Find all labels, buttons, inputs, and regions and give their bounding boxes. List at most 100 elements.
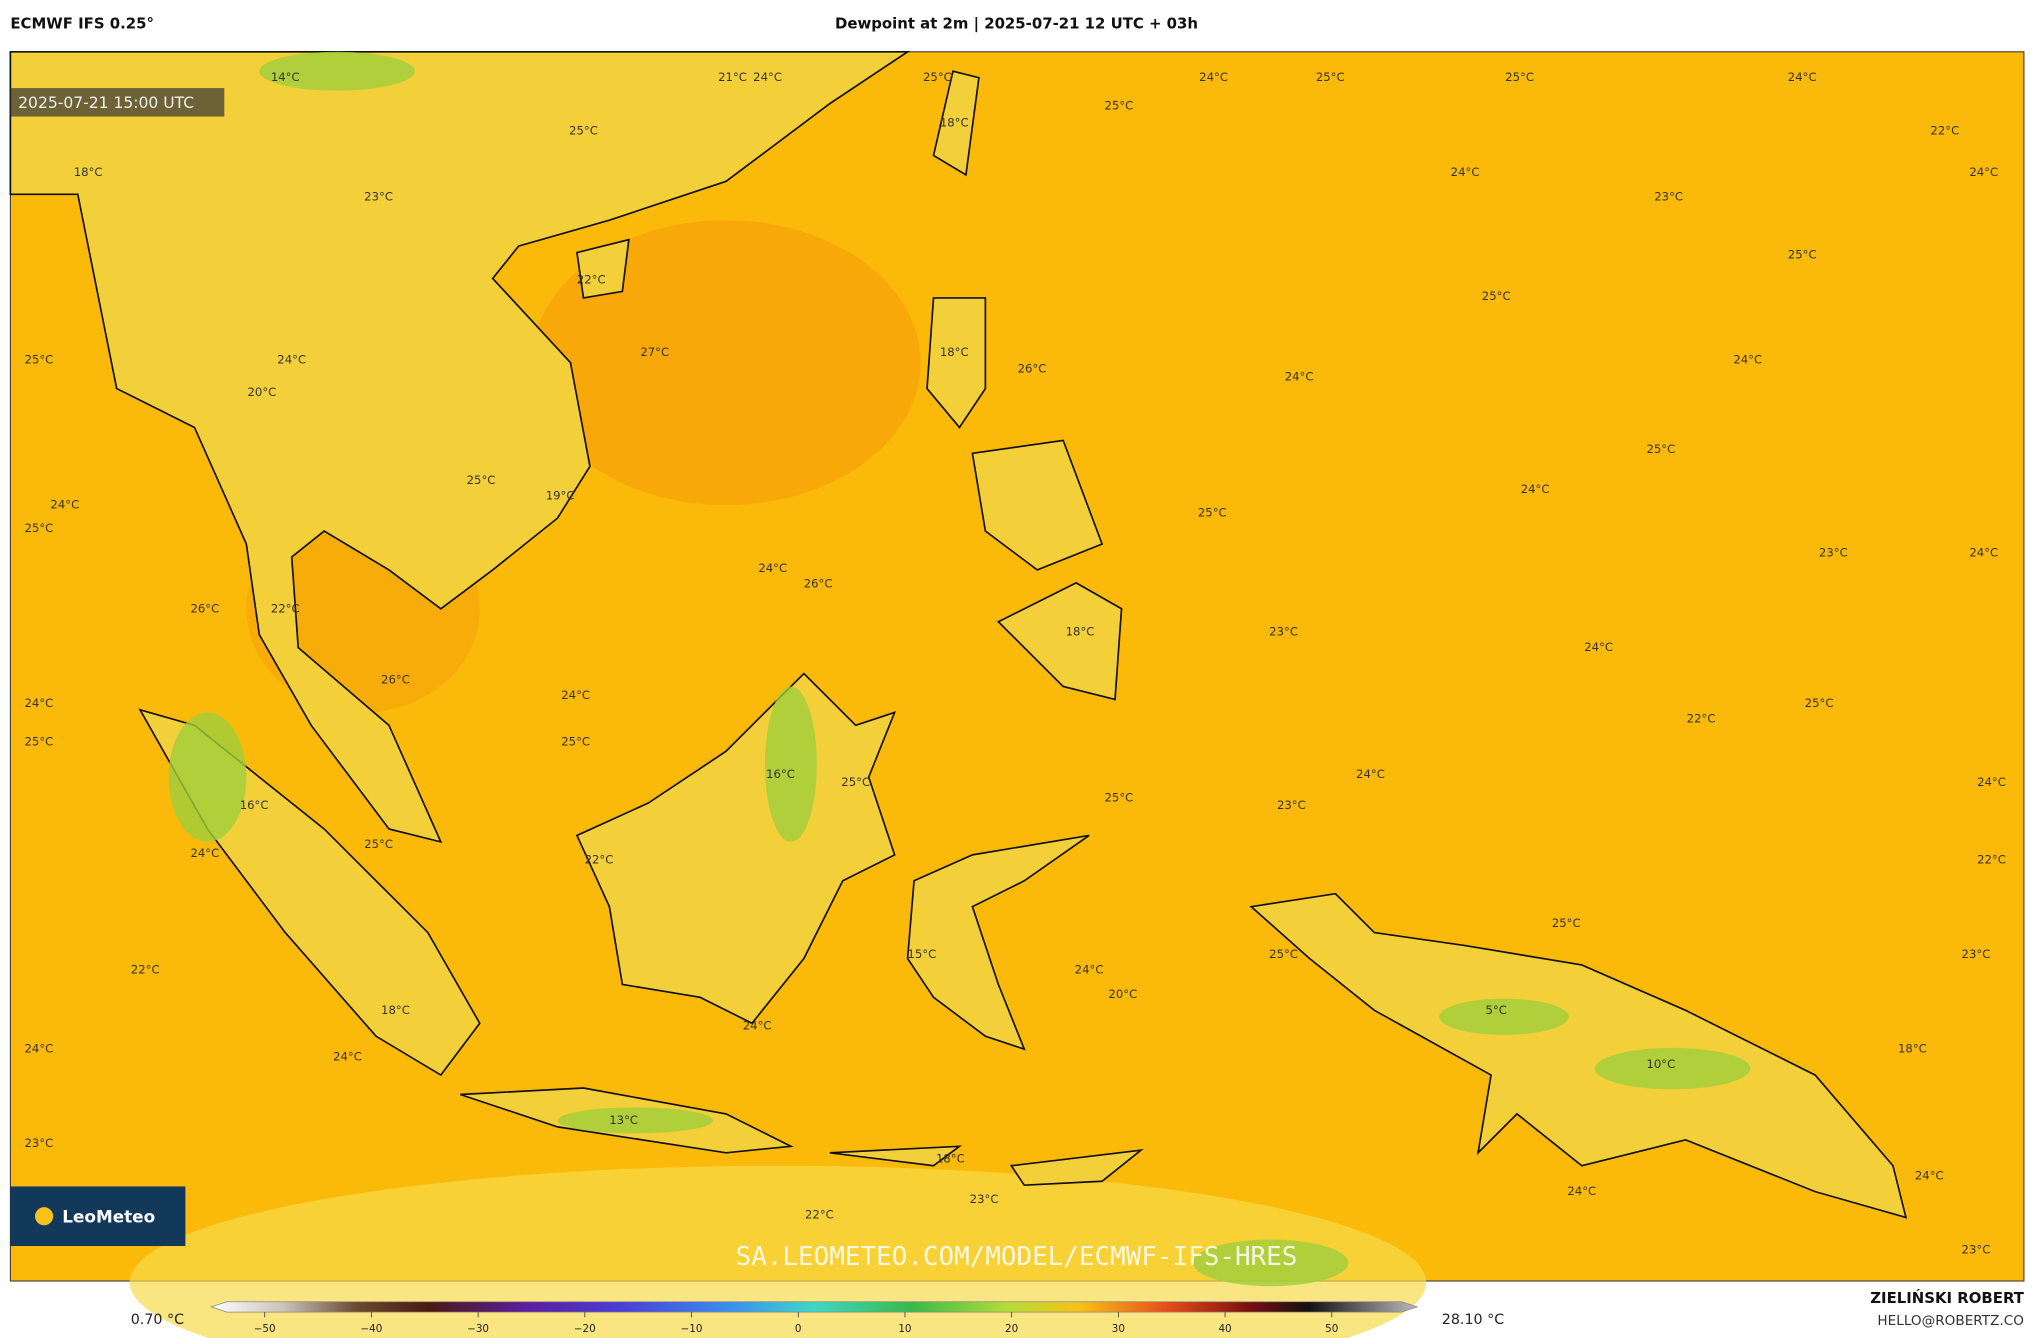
new-guinea [1249,892,1908,1219]
temperature-label: 24°C [1451,165,1480,179]
temperature-label: 13°C [609,1113,638,1127]
temperature-label: 25°C [1805,696,1834,710]
sulawesi [906,834,1090,1051]
valid-time: 2025-07-21 15:00 UTC [18,94,194,112]
temperature-label: 24°C [333,1049,362,1063]
temperature-label: 25°C [1198,505,1227,519]
temperature-label: 27°C [640,345,669,359]
temperature-label: 10°C [1646,1057,1675,1071]
temperature-label: 23°C [1819,546,1848,560]
temperature-label: 20°C [1108,987,1137,1001]
colorbar-max: 28.10 °C [1442,1312,1504,1328]
temperature-label: 18°C [940,116,969,130]
temperature-label: 23°C [1277,798,1306,812]
watermark: SA.LEOMETEO.COM/MODEL/ECMWF-IFS-HRES [736,1242,1298,1272]
temperature-label: 22°C [271,601,300,615]
temperature-label: 18°C [940,345,969,359]
temperature-label: 25°C [364,837,393,851]
temperature-label: 24°C [753,70,782,84]
temperature-label: 26°C [1018,362,1047,376]
temperature-label: 24°C [561,688,590,702]
temperature-label: 25°C [467,473,496,487]
colorbar-tick-label: −30 [467,1323,489,1335]
temperature-label: 19°C [546,489,575,503]
dry-area [129,1165,1427,1338]
temperature-label: 23°C [1962,1242,1991,1256]
temperature-label: 25°C [1105,99,1134,113]
temperature-label: 24°C [24,1042,53,1056]
temperature-label: 23°C [24,1136,53,1150]
temperature-label: 25°C [923,70,952,84]
temperature-label: 24°C [24,696,53,710]
temperature-label: 18°C [936,1152,965,1166]
temperature-label: 23°C [1962,947,1991,961]
temperature-label: 5°C [1486,1003,1507,1017]
colorbar-tick-label: 30 [1112,1323,1125,1335]
highland [168,712,247,842]
temperature-label: 24°C [1285,369,1314,383]
indochina [9,50,911,844]
hainan [576,238,630,299]
temperature-label: 24°C [1969,165,1998,179]
temperature-label: 25°C [1788,248,1817,262]
temperature-label: 24°C [1788,70,1817,84]
temperature-label: 25°C [569,123,598,137]
temperature-label: 24°C [1915,1169,1944,1183]
highland [259,51,415,91]
map-title: Dewpoint at 2m | 2025-07-21 12 UTC + 03h [835,15,1198,33]
temperature-label: 26°C [381,673,410,687]
temperature-label: 23°C [970,1192,999,1206]
logo: LeoMeteo [62,1207,155,1227]
temperature-label: 16°C [766,767,795,781]
temperature-label: 24°C [50,498,79,512]
temperature-label: 21°C [718,70,747,84]
temperature-label: 24°C [743,1018,772,1032]
temperature-label: 20°C [247,385,276,399]
highland [557,1107,714,1134]
temperature-label: 25°C [24,353,53,367]
temperature-labels: 14°C 21°C 24°C 25°C 24°C 25°C 25°C 24°C 25°C 25°C… [24,70,2005,1256]
colorbar-min: 0.70 °C [131,1312,184,1328]
colorbar-tick-label: −50 [254,1323,276,1335]
colorbar-tick-label: 40 [1218,1323,1231,1335]
temperature-label: 26°C [804,577,833,591]
temperature-label: 24°C [277,353,306,367]
colorbar: −50 −40 −30 −20 −10 0 10 20 30 40 50 [210,1301,1419,1335]
temperature-label: 23°C [364,189,393,203]
temperature-label: 24°C [190,846,219,860]
highland [1439,998,1569,1035]
temperature-label: 22°C [131,963,160,977]
temperature-label: 24°C [1521,482,1550,496]
temperature-label: 23°C [1269,625,1298,639]
warm-area [531,220,921,506]
temperature-label: 24°C [1075,963,1104,977]
colorbar-tick-label: 10 [898,1323,911,1335]
temperature-label: 18°C [1898,1042,1927,1056]
author: ZIELIŃSKI ROBERT [1870,1289,2025,1307]
temperature-label: 14°C [271,70,300,84]
temperature-label: 24°C [1733,353,1762,367]
temperature-label: 25°C [1505,70,1534,84]
map: 14°C 21°C 24°C 25°C 24°C 25°C 25°C 24°C 25°C 25°C… [9,50,2025,1338]
temperature-label: 22°C [577,272,606,286]
temperature-label: 24°C [1567,1184,1596,1198]
temperature-label: 24°C [1969,546,1998,560]
highland [764,686,817,842]
taiwan [932,70,980,177]
colorbar-tick-label: −10 [681,1323,703,1335]
temperature-label: 25°C [561,735,590,749]
temperature-label: 22°C [585,853,614,867]
temperature-label: 25°C [841,775,870,789]
temperature-label: 26°C [190,601,219,615]
contact: HELLO@ROBERTZ.CO [1877,1313,2023,1329]
colorbar-tick-label: −40 [360,1323,382,1335]
temperature-label: 18°C [74,165,103,179]
temperature-label: 24°C [758,561,787,575]
model-name: ECMWF IFS 0.25° [10,15,154,33]
temperature-label: 24°C [1356,767,1385,781]
highland [1594,1047,1751,1090]
temperature-label: 22°C [805,1207,834,1221]
temperature-label: 22°C [1977,853,2006,867]
temperature-label: 25°C [1646,442,1675,456]
temperature-label: 16°C [240,798,269,812]
